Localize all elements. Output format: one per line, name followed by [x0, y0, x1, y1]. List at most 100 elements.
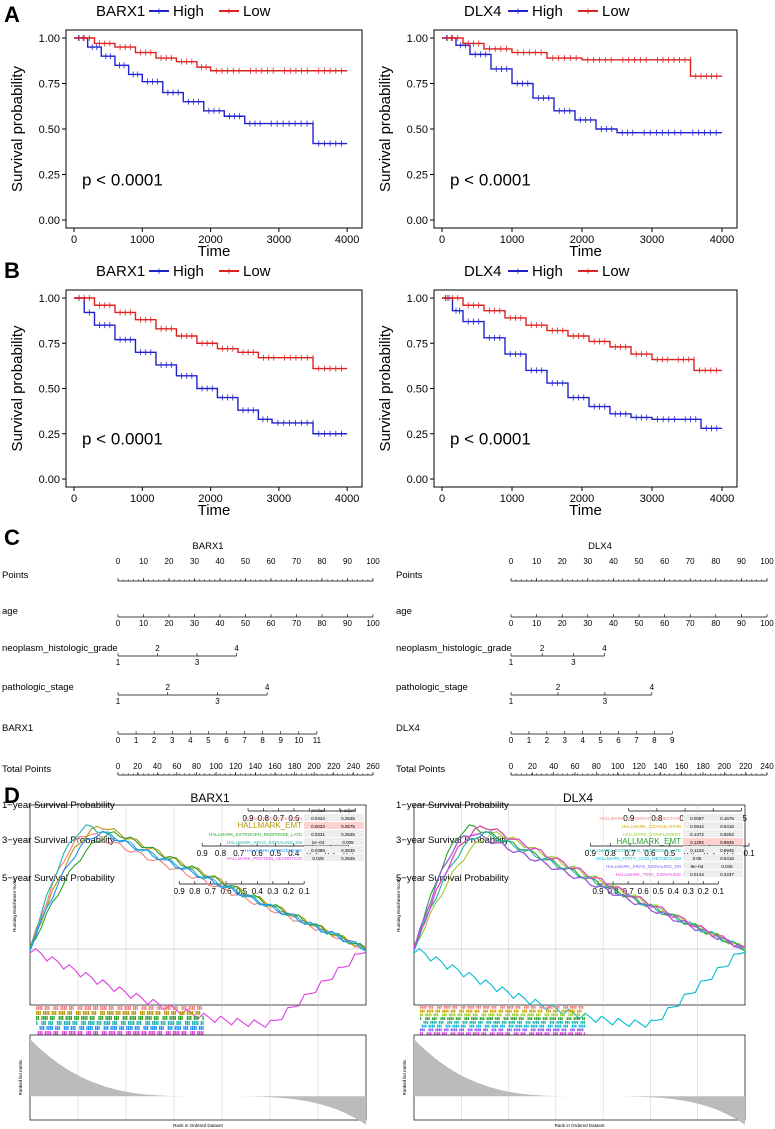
- gsea-barx1-table-row-bg: [304, 838, 364, 845]
- nomogram-barx1-row-tick-label: 40: [216, 557, 225, 566]
- km-a-dlx4-title: DLX4: [464, 3, 502, 20]
- nomogram-dlx4-row-tick-label: 1: [509, 658, 514, 667]
- nomogram-dlx4-row-tick-label: 20: [558, 619, 567, 628]
- gsea-barx1-gene-set-pvalue: 0.0331: [311, 832, 325, 837]
- nomogram-dlx4-row-tick-label: 9: [670, 736, 675, 745]
- nomogram-barx1-row-tick-label: 0.1: [299, 887, 311, 896]
- nomogram-dlx4-row-label: DLX4: [396, 723, 420, 734]
- nomogram-dlx4-row-tick-label: 1: [509, 697, 514, 706]
- gsea-barx1-gene-set-padjust: 0.3535: [341, 856, 355, 861]
- nomogram-barx1-row-tick-label: 50: [241, 619, 250, 628]
- nomogram-barx1-row-tick-label: 1: [116, 658, 121, 667]
- nomogram-barx1-row-label: Total Points: [2, 764, 51, 775]
- gsea-barx1-gene-set-pvalue: 0.0023: [311, 824, 325, 829]
- gsea-dlx4-table-row-bg: [683, 846, 743, 853]
- nomogram-barx1-row-tick-label: 9: [279, 736, 284, 745]
- nomogram-dlx4-row-tick-label: 10: [532, 619, 541, 628]
- nomogram-dlx4-row-tick-label: 0.6: [638, 887, 650, 896]
- gsea-barx1-gene-set-pvalue: 0.028: [312, 856, 324, 861]
- km-b-dlx4-legend-low-marker: +: [585, 266, 591, 278]
- nomogram-dlx4-row-tick-label: 0.4: [684, 849, 696, 858]
- nomogram-barx1-row-tick-label: 0.5: [270, 849, 282, 858]
- km-a-barx1-xtick-label: 0: [71, 234, 77, 246]
- nomogram-dlx4-row-tick-label: 50: [635, 557, 644, 566]
- gsea-barx1-es-frame: [29, 804, 367, 1006]
- gsea-dlx4-gene-set-pvalue: 0.1103: [690, 848, 704, 853]
- nomogram-dlx4-row-tick-label: 80: [592, 762, 601, 771]
- km-b-dlx4-ytick-label: 0.50: [407, 384, 428, 396]
- gsea-barx1-gene-set-padjust: 0.005: [342, 840, 354, 845]
- panel-letter-b: B: [4, 258, 20, 283]
- nomogram-dlx4-row-tick-label: 120: [632, 762, 646, 771]
- nomogram-barx1-row-tick-label: 3: [215, 697, 220, 706]
- nomogram-dlx4-row-tick-label: 0: [509, 736, 514, 745]
- nomogram-dlx4-row-tick-label: 0.8: [651, 814, 663, 823]
- km-b-dlx4-curve-low: [442, 297, 722, 372]
- nomogram-barx1-row-tick-label: 10: [294, 736, 303, 745]
- km-a-dlx4-curve-high: [442, 37, 722, 134]
- nomogram-barx1-row-tick-label: 8: [260, 736, 265, 745]
- nomogram-dlx4-row-tick-label: 0.3: [704, 849, 716, 858]
- gsea-dlx4-table-row-bg: [683, 870, 743, 877]
- km-a-barx1-legend-low-label: Low: [243, 3, 271, 20]
- nomogram-dlx4-row-tick-label: 6: [616, 736, 621, 745]
- nomogram-barx1-row-tick-label: 60: [267, 557, 276, 566]
- km-b-barx1-pvalue: p < 0.0001: [82, 430, 163, 449]
- nomogram-dlx4-row-tick-label: 40: [609, 557, 618, 566]
- km-a-dlx4-ylabel: Survival probability: [377, 66, 394, 192]
- nomogram-barx1-row-tick-label: 90: [343, 557, 352, 566]
- nomogram-barx1-row-tick-label: 0.1: [343, 849, 355, 858]
- km-b-barx1-xtick-label: 1000: [130, 493, 154, 505]
- gsea-dlx4-gene-set-name: HALLMARK_EMT: [617, 837, 682, 846]
- km-b-barx1-curve-low: [74, 297, 348, 370]
- km-b-dlx4-legend-high-marker: +: [515, 266, 521, 278]
- nomogram-barx1-row-tick-label: 220: [327, 762, 341, 771]
- nomogram-dlx4-row-tick-label: 40: [549, 762, 558, 771]
- nomogram-dlx4-row-tick-label: 0.3: [683, 887, 695, 896]
- nomogram-dlx4-row-tick-label: 20: [558, 557, 567, 566]
- nomogram-dlx4-row-tick-label: 3: [571, 658, 576, 667]
- km-b-barx1-ytick-label: 0.00: [39, 474, 60, 486]
- nomogram-barx1-row-tick-label: 240: [347, 762, 361, 771]
- gsea-dlx4-gene-set-pvalue: 0.0134: [690, 872, 704, 877]
- gsea-dlx4-gene-set-name: HALLMARK_COAGULATION: [622, 824, 681, 829]
- nomogram-barx1-row-label: BARX1: [2, 723, 33, 734]
- nomogram-dlx4-row-tick-label: 0.1: [744, 849, 756, 858]
- nomogram-barx1-row-tick-label: 160: [268, 762, 282, 771]
- km-b-dlx4-pvalue: p < 0.0001: [450, 430, 531, 449]
- km-a-barx1-xlabel: Time: [198, 243, 231, 260]
- km-a-dlx4-ytick-label: 1.00: [407, 33, 428, 45]
- km-a-barx1-curve-low: [74, 37, 348, 72]
- km-a-dlx4-legend-high-label: High: [532, 3, 563, 20]
- gsea-dlx4-gene-set-padjust: 0.8945: [720, 840, 734, 845]
- nomogram-dlx4-row-tick-label: 0.7: [623, 887, 635, 896]
- gsea-barx1-gene-set-name: HALLMARK_COAGULATION: [243, 816, 302, 821]
- nomogram-barx1-row-tick-label: 2: [155, 644, 160, 653]
- km-a-barx1-frame: [65, 29, 363, 229]
- nomogram-dlx4-row-tick-label: 3: [563, 736, 568, 745]
- nomogram-barx1-row-tick-label: 0.3: [307, 849, 319, 858]
- gsea-dlx4-gene-set-padjust: 0.9262: [720, 832, 734, 837]
- km-b-dlx4-xtick-label: 2000: [570, 493, 594, 505]
- gsea-barx1-rank-metric-area: [30, 1039, 366, 1125]
- km-b-barx1-xtick-label: 4000: [335, 493, 359, 505]
- km-b-dlx4-curve-high: [442, 297, 722, 430]
- gsea-dlx4-gene-set-name: HALLMARK_COMPLEMENT: [622, 832, 681, 837]
- gsea-dlx4-gene-set-pvalue: 0.1472: [690, 832, 704, 837]
- km-b-dlx4-xtick-label: 0: [439, 493, 445, 505]
- nomogram-dlx4-row-tick-label: 60: [660, 557, 669, 566]
- nomogram-barx1-row-tick-label: 0.2: [283, 887, 295, 896]
- km-b-dlx4-xlabel: Time: [569, 502, 602, 519]
- nomogram-barx1-row-tick-label: 0.4: [288, 849, 300, 858]
- gsea-dlx4-gene-set-padjust: 0.2237: [720, 872, 734, 877]
- nomogram-dlx4-row-tick-label: 30: [583, 619, 592, 628]
- nomogram-barx1-row-tick-label: 6: [224, 736, 229, 745]
- nomogram-barx1-row-tick-label: 3: [170, 736, 175, 745]
- nomogram-dlx4-title: DLX4: [588, 541, 612, 552]
- nomogram-dlx4-row-tick-label: 20: [528, 762, 537, 771]
- nomogram-dlx4-row-tick-label: 70: [686, 557, 695, 566]
- nomogram-dlx4-row-tick-label: 80: [711, 619, 720, 628]
- gsea-dlx4-gene-set-name: HALLMARK_TNFA_SIGNALING: [616, 872, 682, 877]
- gsea-barx1-es-curve: [29, 824, 367, 952]
- km-a-barx1-xtick-label: 3000: [267, 234, 291, 246]
